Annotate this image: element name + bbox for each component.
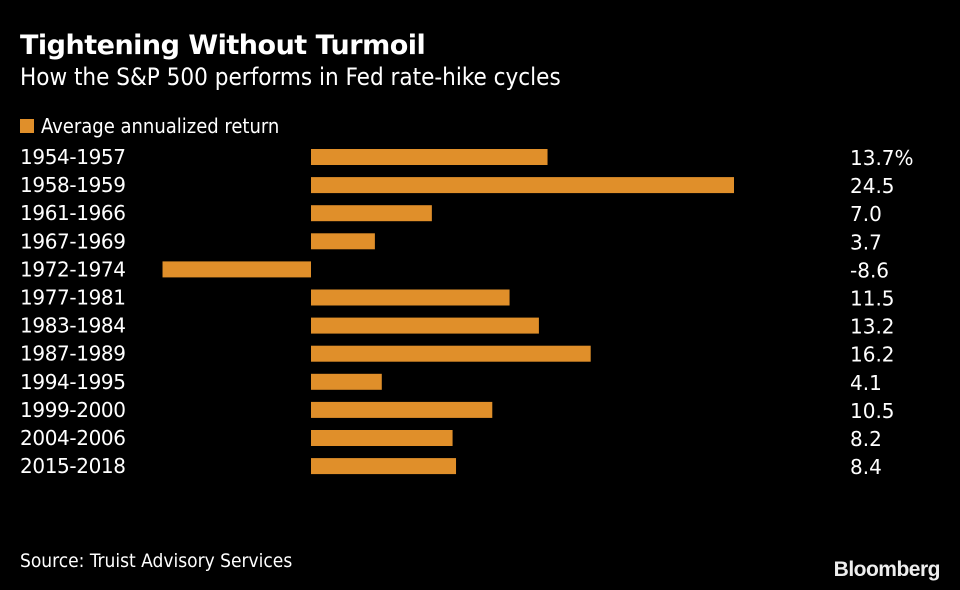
category-label: 2015-2018 — [20, 454, 126, 478]
value-label: 3.7 — [850, 230, 882, 254]
chart-subtitle: How the S&P 500 performs in Fed rate-hik… — [20, 63, 561, 91]
bar — [162, 261, 311, 278]
bar — [311, 345, 591, 362]
bar — [311, 177, 734, 194]
value-label: 24.5 — [850, 174, 895, 198]
bar — [311, 458, 457, 475]
category-label: 1961-1966 — [20, 201, 126, 225]
value-label: 13.7% — [850, 146, 914, 170]
legend-label: Average annualized return — [41, 114, 280, 138]
category-label: 1972-1974 — [20, 257, 126, 281]
value-label: 11.5 — [850, 287, 895, 311]
bar — [311, 401, 493, 418]
legend: Average annualized return — [20, 114, 279, 138]
bar — [311, 149, 548, 165]
category-label: 1999-2000 — [20, 398, 126, 422]
bloomberg-logo: Bloomberg — [833, 558, 941, 581]
value-label: 8.4 — [850, 455, 882, 479]
source-note: Source: Truist Advisory Services — [20, 550, 293, 572]
value-label: 7.0 — [850, 202, 882, 226]
bar — [311, 317, 539, 334]
category-label: 1983-1984 — [20, 314, 126, 338]
bar — [311, 205, 432, 222]
value-label: -8.6 — [850, 258, 889, 282]
chart-title: Tightening Without Turmoil — [20, 30, 426, 61]
value-label: 16.2 — [850, 343, 895, 367]
category-label: 1994-1995 — [20, 370, 126, 394]
category-label: 1967-1969 — [20, 229, 126, 253]
category-label: 1958-1959 — [20, 173, 126, 197]
category-label: 1977-1981 — [20, 286, 126, 310]
bar — [311, 289, 510, 306]
value-label: 10.5 — [850, 399, 895, 423]
category-label: 2004-2006 — [20, 426, 126, 450]
bar — [311, 430, 453, 446]
value-label: 4.1 — [850, 371, 882, 395]
bar — [311, 233, 375, 250]
legend-swatch — [20, 119, 34, 133]
value-label: 13.2 — [850, 315, 895, 339]
category-label: 1987-1989 — [20, 342, 126, 366]
bar — [311, 373, 382, 390]
value-label: 8.2 — [850, 427, 882, 451]
category-label: 1954-1957 — [20, 145, 126, 169]
